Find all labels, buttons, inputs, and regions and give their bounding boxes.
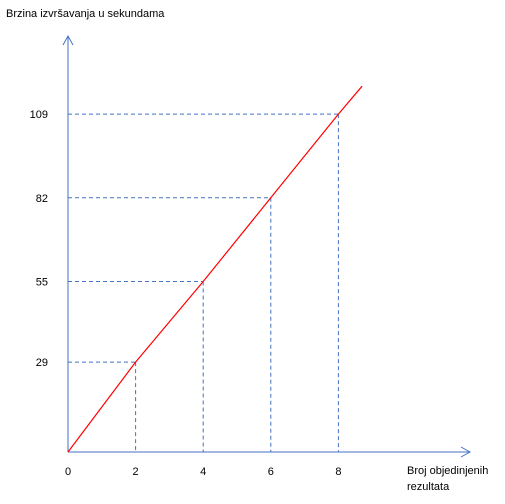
y-axis-label: Brzina izvršavanja u sekundama: [6, 8, 165, 20]
x-tick-labels: 0 2 4 6 8: [65, 466, 342, 478]
x-tick-label: 8: [335, 466, 341, 478]
axes: [62, 34, 472, 458]
y-tick-label: 55: [36, 277, 48, 289]
x-tick-label: 4: [200, 466, 206, 478]
guide-lines: [68, 113, 339, 452]
x-tick-label: 6: [268, 466, 274, 478]
y-tick-label: 29: [36, 357, 48, 369]
y-tick-labels: 29 55 82 109: [30, 109, 48, 369]
x-tick-label: 2: [133, 466, 139, 478]
x-axis-arrow: [460, 446, 472, 458]
y-tick-label: 82: [36, 193, 48, 205]
x-axis-label-line-2: rezultata: [407, 481, 450, 493]
series-line: [67, 85, 363, 453]
y-tick-label: 109: [30, 109, 48, 121]
y-axis-arrow: [62, 34, 74, 46]
series-layer: [67, 85, 363, 453]
x-axis-label-line-1: Broj objedinjenih: [407, 465, 488, 477]
x-tick-label: 0: [65, 466, 71, 478]
x-axis-label: Broj objedinjenih rezultata: [407, 465, 491, 493]
